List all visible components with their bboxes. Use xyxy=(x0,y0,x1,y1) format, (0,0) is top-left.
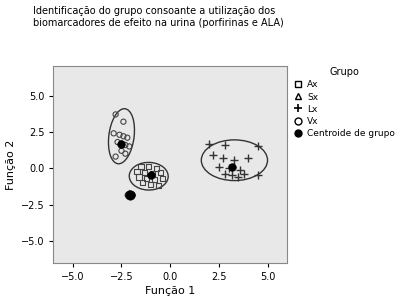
Point xyxy=(112,112,119,117)
Point xyxy=(231,157,237,162)
Point xyxy=(209,153,216,158)
Point xyxy=(155,183,161,188)
Point xyxy=(124,135,130,140)
Text: Identificação do grupo consoante a utilização dos
biomarcadores de efeito na uri: Identificação do grupo consoante a utili… xyxy=(33,6,283,28)
X-axis label: Função 1: Função 1 xyxy=(145,286,195,296)
Point xyxy=(254,144,261,149)
Point xyxy=(149,172,155,176)
Point xyxy=(151,178,157,182)
Point xyxy=(114,140,121,144)
Point xyxy=(215,164,222,169)
Point xyxy=(159,176,165,181)
Point xyxy=(254,173,261,178)
Point xyxy=(118,148,124,153)
Point xyxy=(240,172,247,176)
Point xyxy=(221,143,227,147)
Point xyxy=(229,164,235,169)
Point xyxy=(141,170,148,175)
Point xyxy=(145,164,152,169)
Point xyxy=(118,141,124,146)
Point xyxy=(221,172,227,176)
Point xyxy=(205,141,212,146)
Point xyxy=(244,156,251,160)
Point xyxy=(127,193,133,198)
Point xyxy=(110,131,117,136)
Point xyxy=(147,182,154,187)
Point xyxy=(128,191,134,196)
Point xyxy=(137,164,144,169)
Point xyxy=(126,144,132,149)
Point xyxy=(116,132,123,137)
Point xyxy=(139,180,146,185)
Y-axis label: Função 2: Função 2 xyxy=(7,140,16,190)
Point xyxy=(112,154,119,159)
Point xyxy=(126,191,132,195)
Point xyxy=(219,156,225,160)
Point xyxy=(122,143,128,147)
Legend: Ax, Sx, Lx, Vx, Centroide de grupo: Ax, Sx, Lx, Vx, Centroide de grupo xyxy=(293,67,394,139)
Point xyxy=(229,173,235,178)
Point xyxy=(234,175,241,179)
Point xyxy=(118,141,124,146)
Point xyxy=(157,170,163,175)
Point xyxy=(147,173,154,178)
Point xyxy=(122,151,128,156)
Point xyxy=(225,166,231,171)
Point xyxy=(133,169,140,174)
Point xyxy=(120,119,126,124)
Point xyxy=(153,166,160,171)
Point xyxy=(143,176,150,181)
Point xyxy=(236,167,243,172)
Point xyxy=(120,134,126,139)
Point xyxy=(135,175,142,179)
